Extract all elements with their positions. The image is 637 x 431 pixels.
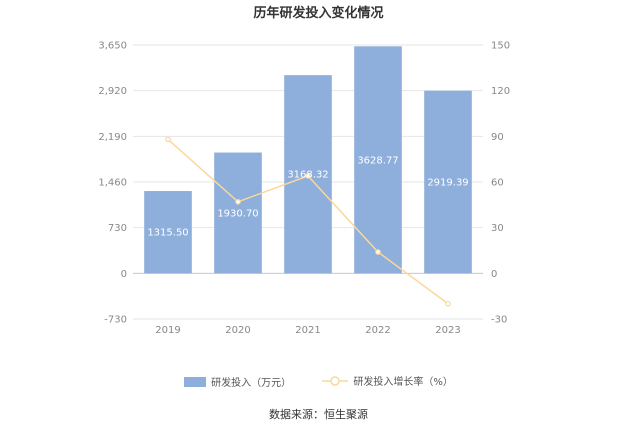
right-axis-tick-label: 150 [491, 41, 510, 52]
x-axis-tick-label: 2019 [155, 325, 180, 336]
x-axis-tick-label: 2021 [295, 325, 320, 336]
x-axis-tick-label: 2023 [435, 325, 460, 336]
growth-rate-point[interactable] [375, 249, 381, 255]
right-axis-tick-label: 90 [491, 132, 504, 143]
right-axis-ticks: 150 120 90 60 30 0 -30 [491, 41, 510, 326]
growth-rate-point[interactable] [445, 300, 451, 307]
bar[interactable] [214, 152, 262, 274]
bar-data-label: 1315.50 [147, 228, 188, 239]
legend: 研发投入（万元） 研发投入增长率（%） [0, 373, 637, 390]
legend-line-swatch [322, 375, 349, 386]
left-axis-tick-label: 2,190 [98, 132, 127, 143]
growth-rate-point[interactable] [165, 136, 171, 143]
bar[interactable] [424, 90, 472, 274]
right-axis-tick-label: 120 [491, 86, 510, 97]
growth-rate-point[interactable] [235, 198, 241, 205]
data-source: 数据来源：恒生聚源 [269, 408, 368, 421]
left-axis-tick-label: 0 [121, 269, 127, 280]
legend-item-growth-rate[interactable]: 研发投入增长率（%） [322, 373, 453, 388]
legend-label-growth-rate: 研发投入增长率（%） [353, 377, 453, 388]
legend-item-rd-investment[interactable]: 研发投入（万元） [184, 374, 291, 389]
chart-title: 历年研发投入变化情况 [253, 6, 384, 21]
right-axis-tick-label: 0 [491, 269, 497, 280]
left-axis-tick-label: -730 [104, 315, 127, 326]
legend-label-rd-investment: 研发投入（万元） [211, 378, 292, 389]
x-axis-tick-label: 2020 [225, 325, 250, 336]
right-axis-tick-label: -30 [491, 315, 507, 326]
bar-data-labels: 1315.50 1930.70 3168.32 3628.77 2919.39 [147, 155, 468, 238]
legend-bar-swatch [184, 376, 207, 387]
x-axis-ticks: 2019 2020 2021 2022 2023 [155, 325, 460, 336]
left-axis-ticks: 3,650 2,920 2,190 1,460 730 0 -730 [98, 41, 127, 326]
left-axis-tick-label: 3,650 [98, 41, 127, 52]
left-axis-tick-label: 730 [108, 223, 127, 234]
right-axis-tick-label: 30 [491, 223, 504, 234]
bar-data-label: 3628.77 [357, 155, 398, 166]
bar[interactable] [144, 191, 192, 274]
line-series [165, 136, 451, 307]
right-axis-tick-label: 60 [491, 178, 504, 189]
left-axis-tick-label: 2,920 [98, 86, 127, 97]
bar-series [144, 46, 472, 274]
bar-data-label: 3168.32 [287, 170, 328, 181]
bar-data-label: 2919.39 [427, 178, 468, 189]
growth-rate-point[interactable] [305, 173, 311, 179]
x-axis-tick-label: 2022 [365, 325, 390, 336]
bar-data-label: 1930.70 [217, 208, 258, 219]
left-axis-tick-label: 1,460 [98, 178, 127, 189]
